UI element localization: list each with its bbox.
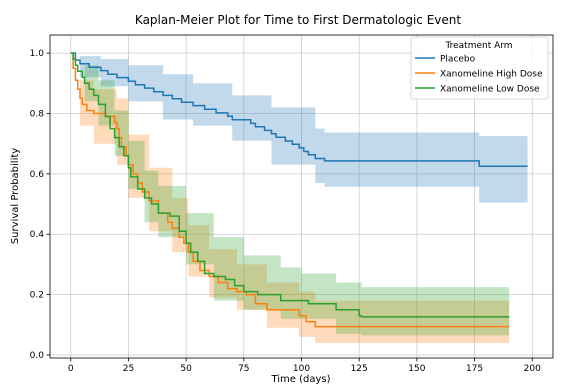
- x-tick-label: 75: [238, 364, 249, 374]
- x-tick-label: 150: [408, 364, 425, 374]
- ci-band-xanomeline-high-dose: [70, 53, 510, 343]
- survival-curves: [70, 52, 528, 328]
- legend-entry-low-dose: Xanomeline Low Dose: [440, 85, 540, 95]
- y-tick-label: 0.6: [30, 170, 45, 180]
- x-tick-label: 200: [524, 364, 541, 374]
- x-tick-label: 50: [180, 364, 192, 374]
- x-tick-label: 125: [351, 364, 368, 374]
- confidence-bands: [70, 53, 528, 343]
- x-tick-label: 0: [68, 364, 74, 374]
- y-tick-label: 0.4: [30, 230, 45, 240]
- x-tick-label: 25: [123, 364, 134, 374]
- x-axis-label: Time (days): [270, 374, 330, 385]
- y-tick-label: 0.2: [30, 291, 44, 301]
- chart-title: Kaplan-Meier Plot for Time to First Derm…: [135, 13, 461, 27]
- y-axis-label: Survival Probability: [10, 148, 21, 244]
- ci-band-placebo: [70, 53, 528, 203]
- axis-ticks: 0 25 50 75 100 125 150 175 200 0.0 0.2 0.4 0.6 0.8 1.0: [30, 49, 541, 374]
- y-tick-label: 0.8: [30, 109, 45, 119]
- y-tick-label: 1.0: [30, 49, 45, 59]
- legend: Treatment Arm Placebo Xanomeline High Do…: [410, 36, 549, 100]
- legend-entry-placebo: Placebo: [440, 55, 476, 65]
- ci-band-xanomeline-low-dose: [70, 53, 510, 336]
- x-tick-label: 175: [466, 364, 483, 374]
- legend-title: Treatment Arm: [444, 41, 512, 51]
- y-tick-label: 0.0: [30, 351, 45, 361]
- x-tick-label: 100: [293, 364, 310, 374]
- curve-xanomeline-high-dose: [70, 52, 510, 328]
- curve-xanomeline-low-dose: [70, 52, 510, 318]
- grid-layer: [50, 35, 553, 358]
- legend-entry-high-dose: Xanomeline High Dose: [440, 70, 543, 80]
- curve-placebo: [70, 52, 528, 168]
- legend-box: [410, 36, 549, 100]
